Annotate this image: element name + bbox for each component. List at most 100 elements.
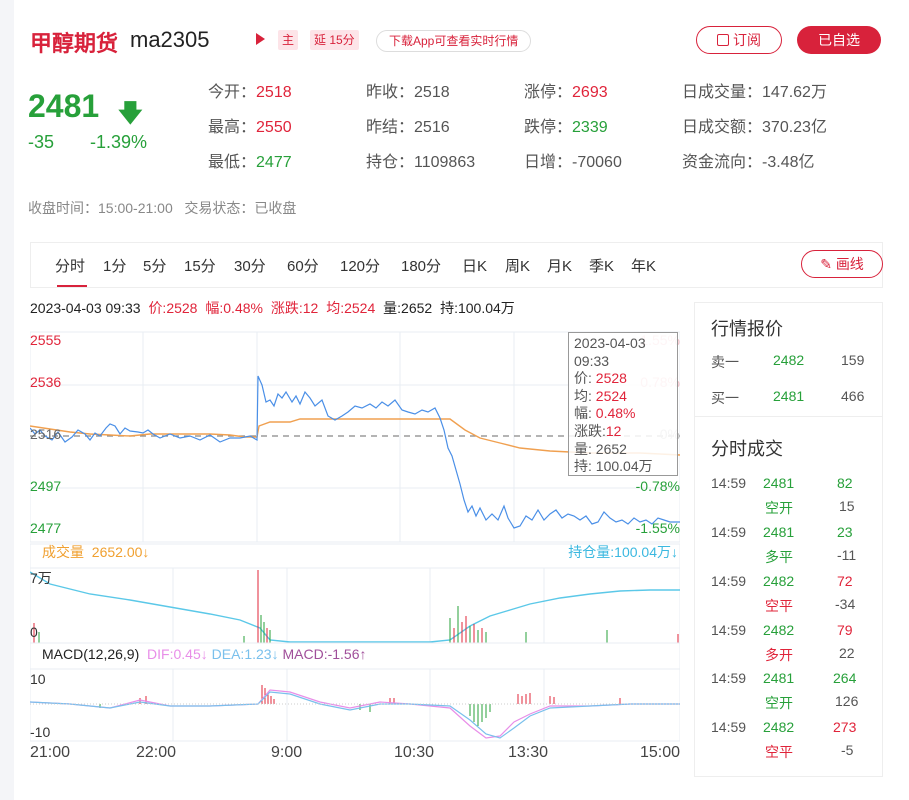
- tab-5min[interactable]: 5分: [143, 258, 167, 275]
- stat-limit-down: 跌停：2339: [524, 119, 608, 136]
- trade-price: 2481: [763, 524, 795, 540]
- crosshair-infobar: 2023-04-03 09:33 价:2528 幅:0.48% 涨跌:12 均:…: [30, 300, 515, 316]
- trade-oi-delta: 15: [839, 498, 855, 514]
- trade-type: 多开: [765, 647, 793, 663]
- x-axis-label: 13:30: [508, 744, 549, 761]
- period-tabbar: 分时 1分 5分 15分 30分 60分 120分 180分 日K 周K 月K …: [30, 242, 883, 288]
- tab-60min[interactable]: 60分: [287, 258, 319, 275]
- y-axis-label: 2477: [30, 520, 62, 536]
- orderbook-panel: 行情报价 卖一 2482 159 买一 2481 466: [694, 302, 883, 417]
- bid1-price: 2481: [773, 388, 805, 404]
- oi-label: 持仓量:100.04万↓: [568, 544, 678, 560]
- trade-time: 14:59: [711, 719, 747, 735]
- bid1-label: 买一: [711, 390, 739, 406]
- trade-time: 14:59: [711, 475, 747, 491]
- x-axis-label: 9:00: [271, 744, 303, 761]
- stat-low: 最低：2477: [208, 154, 292, 171]
- download-app-link[interactable]: 下载App可查看实时行情: [376, 30, 532, 52]
- stat-limit-up: 涨停：2693: [524, 84, 608, 101]
- trade-oi-delta: -5: [841, 742, 854, 758]
- price-change-pct: -1.39%: [90, 132, 148, 152]
- trade-time: 14:59: [711, 622, 747, 638]
- delay-tag: 延 15分: [310, 30, 359, 50]
- stat-prev-settle: 昨结：2516: [366, 119, 450, 136]
- subscribe-button[interactable]: 订阅: [696, 26, 782, 54]
- tab-fenshi[interactable]: 分时: [55, 258, 86, 275]
- stat-prev-close: 昨收：2518: [366, 84, 450, 101]
- trade-oi-delta: -34: [835, 596, 856, 612]
- pct-axis-label: -0.78%: [635, 478, 680, 494]
- x-axis-label: 21:00: [30, 744, 71, 761]
- draw-line-button[interactable]: ✎ 画线: [801, 250, 883, 278]
- trade-time: 14:59: [711, 670, 747, 686]
- ask1-price: 2482: [773, 352, 805, 368]
- quote-page: 甲醇期货 ma2305 主 延 15分 下载App可查看实时行情 订阅 已自选 …: [14, 0, 909, 800]
- intraday-chart[interactable]: 2555 2536 2516 2497 2477 1.55% 0.78% 0% …: [30, 330, 680, 761]
- trade-type: 多平: [765, 549, 793, 565]
- pencil-icon: ✎: [820, 256, 832, 272]
- ask1-qty: 159: [841, 352, 865, 368]
- trade-price: 2481: [763, 670, 795, 686]
- y-axis-label: 2555: [30, 332, 62, 348]
- orderbook-title: 行情报价: [711, 319, 783, 339]
- x-axis-label: 10:30: [394, 744, 435, 761]
- trade-price: 2481: [763, 475, 795, 491]
- trades-panel: 分时成交 14:59 2481 82 空开 15 14:59 2481 23 多…: [694, 417, 883, 777]
- tab-quarter-k[interactable]: 季K: [589, 258, 615, 275]
- stat-open-interest: 持仓：1109863: [366, 154, 476, 171]
- tab-year-k[interactable]: 年K: [631, 258, 657, 275]
- trade-price: 2482: [763, 622, 795, 638]
- active-tab-indicator: [57, 285, 87, 287]
- trade-volume: 72: [837, 573, 853, 589]
- arrow-down-icon: 🡇: [118, 100, 143, 127]
- macd-axis-top: 10: [30, 671, 46, 687]
- bid1-qty: 466: [841, 388, 865, 404]
- trade-type: 空开: [765, 695, 793, 711]
- volume-axis-bottom: 0: [30, 624, 38, 640]
- tab-week-k[interactable]: 周K: [505, 258, 531, 275]
- pct-axis-label: -1.55%: [635, 520, 680, 536]
- trade-type: 空开: [765, 500, 793, 516]
- subscribe-icon: [717, 34, 729, 46]
- ask1-label: 卖一: [711, 354, 739, 370]
- trade-oi-delta: 22: [839, 645, 855, 661]
- crosshair-tooltip: 2023-04-03 09:33 价: 2528 均: 2524 幅: 0.48…: [568, 332, 678, 476]
- main-contract-tag: 主: [278, 30, 299, 50]
- trade-oi-delta: -11: [837, 547, 857, 563]
- trades-title: 分时成交: [711, 439, 783, 459]
- trade-price: 2482: [763, 719, 795, 735]
- volume-axis-top: 7万: [30, 570, 52, 586]
- trade-status: 交易状态：已收盘: [184, 200, 297, 216]
- macd-legend: MACD(12,26,9) DIF:0.45↓ DEA:1.23↓ MACD:-…: [42, 646, 367, 662]
- instrument-code: ma2305: [130, 27, 210, 52]
- stat-high: 最高：2550: [208, 119, 292, 136]
- stat-daily-oi-change: 日增：-70060: [524, 154, 622, 171]
- trade-type: 空平: [765, 744, 793, 760]
- trade-oi-delta: 126: [835, 693, 859, 709]
- trade-price: 2482: [763, 573, 795, 589]
- tab-180min[interactable]: 180分: [401, 258, 442, 275]
- stat-volume: 日成交量：147.62万: [682, 84, 827, 101]
- tab-1min[interactable]: 1分: [103, 258, 127, 275]
- favorite-button[interactable]: 已自选: [797, 26, 881, 54]
- x-axis-label: 15:00: [639, 744, 680, 761]
- stat-turnover: 日成交额：370.23亿: [682, 119, 827, 136]
- trade-volume: 273: [833, 719, 857, 735]
- tab-day-k[interactable]: 日K: [462, 258, 488, 275]
- subscribe-label: 订阅: [733, 32, 761, 48]
- instrument-name: 甲醇期货: [30, 31, 119, 56]
- x-axis-label: 22:00: [136, 744, 177, 761]
- play-icon[interactable]: [256, 33, 265, 45]
- trade-type: 空平: [765, 598, 793, 614]
- tab-30min[interactable]: 30分: [234, 258, 266, 275]
- close-time-info: 收盘时间：15:00-21:00 交易状态：已收盘: [28, 200, 297, 216]
- trade-volume: 264: [833, 670, 857, 686]
- trade-time: 14:59: [711, 573, 747, 589]
- tab-month-k[interactable]: 月K: [547, 258, 573, 275]
- y-axis-label: 2497: [30, 478, 62, 494]
- macd-axis-bottom: -10: [30, 724, 51, 740]
- tab-15min[interactable]: 15分: [184, 258, 216, 275]
- tab-120min[interactable]: 120分: [340, 258, 381, 275]
- trade-volume: 79: [837, 622, 853, 638]
- stat-open: 今开：2518: [208, 84, 292, 101]
